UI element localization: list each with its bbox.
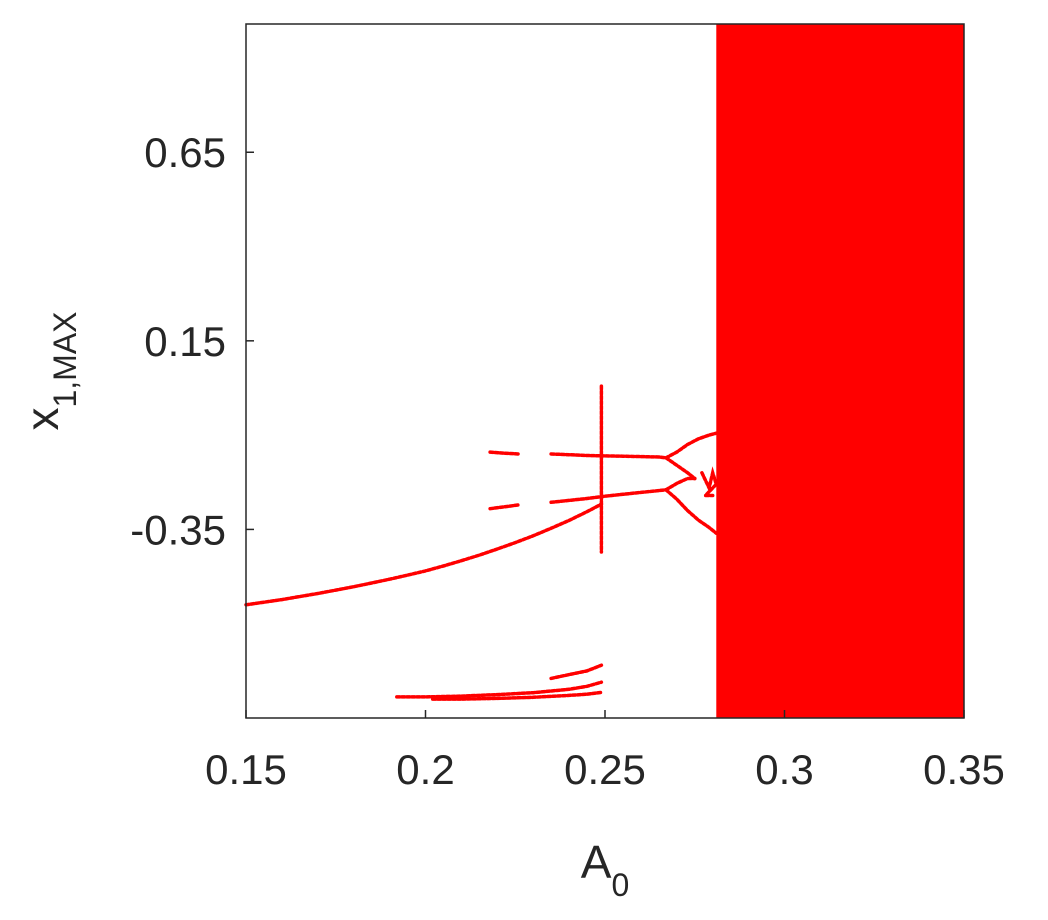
branch-series-13 — [549, 663, 604, 681]
branch-series-2 — [488, 503, 521, 511]
branch-series-0 — [244, 502, 604, 607]
y-tick-label: 0.15 — [144, 318, 226, 365]
chaotic-region — [716, 24, 964, 718]
x-axis: 0.15 0.2 0.25 0.3 0.35 — [205, 710, 1005, 793]
x-tick-label: 0.3 — [755, 746, 813, 793]
x-axis-label: A0 — [581, 836, 629, 903]
branch-series-9 — [664, 488, 719, 535]
branch-series-6 — [664, 431, 719, 460]
branch-series-12 — [430, 690, 604, 701]
plot-area — [244, 24, 964, 718]
x-axis-label-main: A — [581, 836, 612, 888]
branch-series-4 — [549, 488, 668, 505]
y-axis-label-main: x — [16, 408, 68, 431]
y-axis: -0.35 0.15 0.65 — [130, 129, 254, 553]
branch-series-10 — [700, 466, 719, 498]
x-tick-label: 0.35 — [923, 746, 1005, 793]
y-tick-label: -0.35 — [130, 506, 226, 553]
y-axis-label: x1,MAX — [16, 311, 83, 430]
y-axis-label-subscript: 1,MAX — [47, 311, 83, 407]
y-tick-label: 0.65 — [144, 129, 226, 176]
x-tick-label: 0.15 — [205, 746, 287, 793]
branch-series-3 — [549, 452, 668, 460]
branch-series-1 — [488, 450, 521, 456]
branch-series-11 — [395, 680, 604, 699]
branch-series-8 — [664, 476, 697, 492]
x-tick-label: 0.25 — [564, 746, 646, 793]
branch-series-7 — [664, 456, 697, 481]
x-axis-label-subscript: 0 — [611, 867, 629, 903]
x-tick-label: 0.2 — [396, 746, 454, 793]
